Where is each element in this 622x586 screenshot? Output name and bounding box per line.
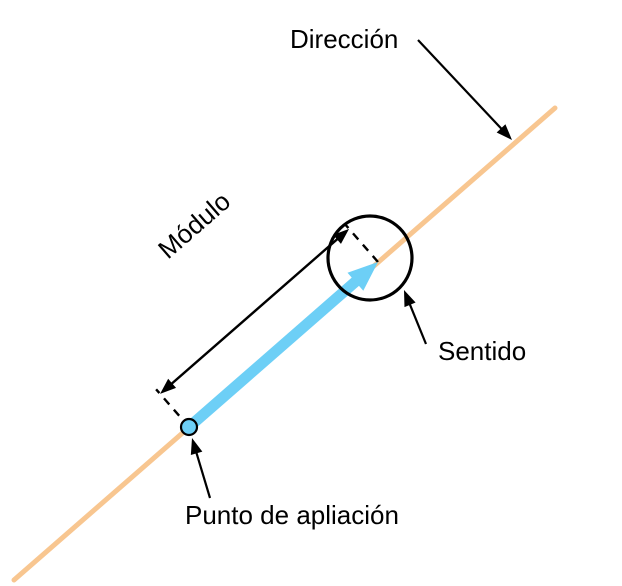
modulo-dimension [156,224,378,427]
modulo-label: Módulo [152,186,236,265]
direccion-label: Dirección [290,24,398,54]
punto-callout [191,438,210,498]
sense-circle [328,216,412,300]
sentido-callout [404,290,426,344]
application-point [181,419,197,435]
sentido-label: Sentido [438,336,526,366]
direccion-callout [418,40,512,140]
punto-label: Punto de apliación [185,500,399,530]
